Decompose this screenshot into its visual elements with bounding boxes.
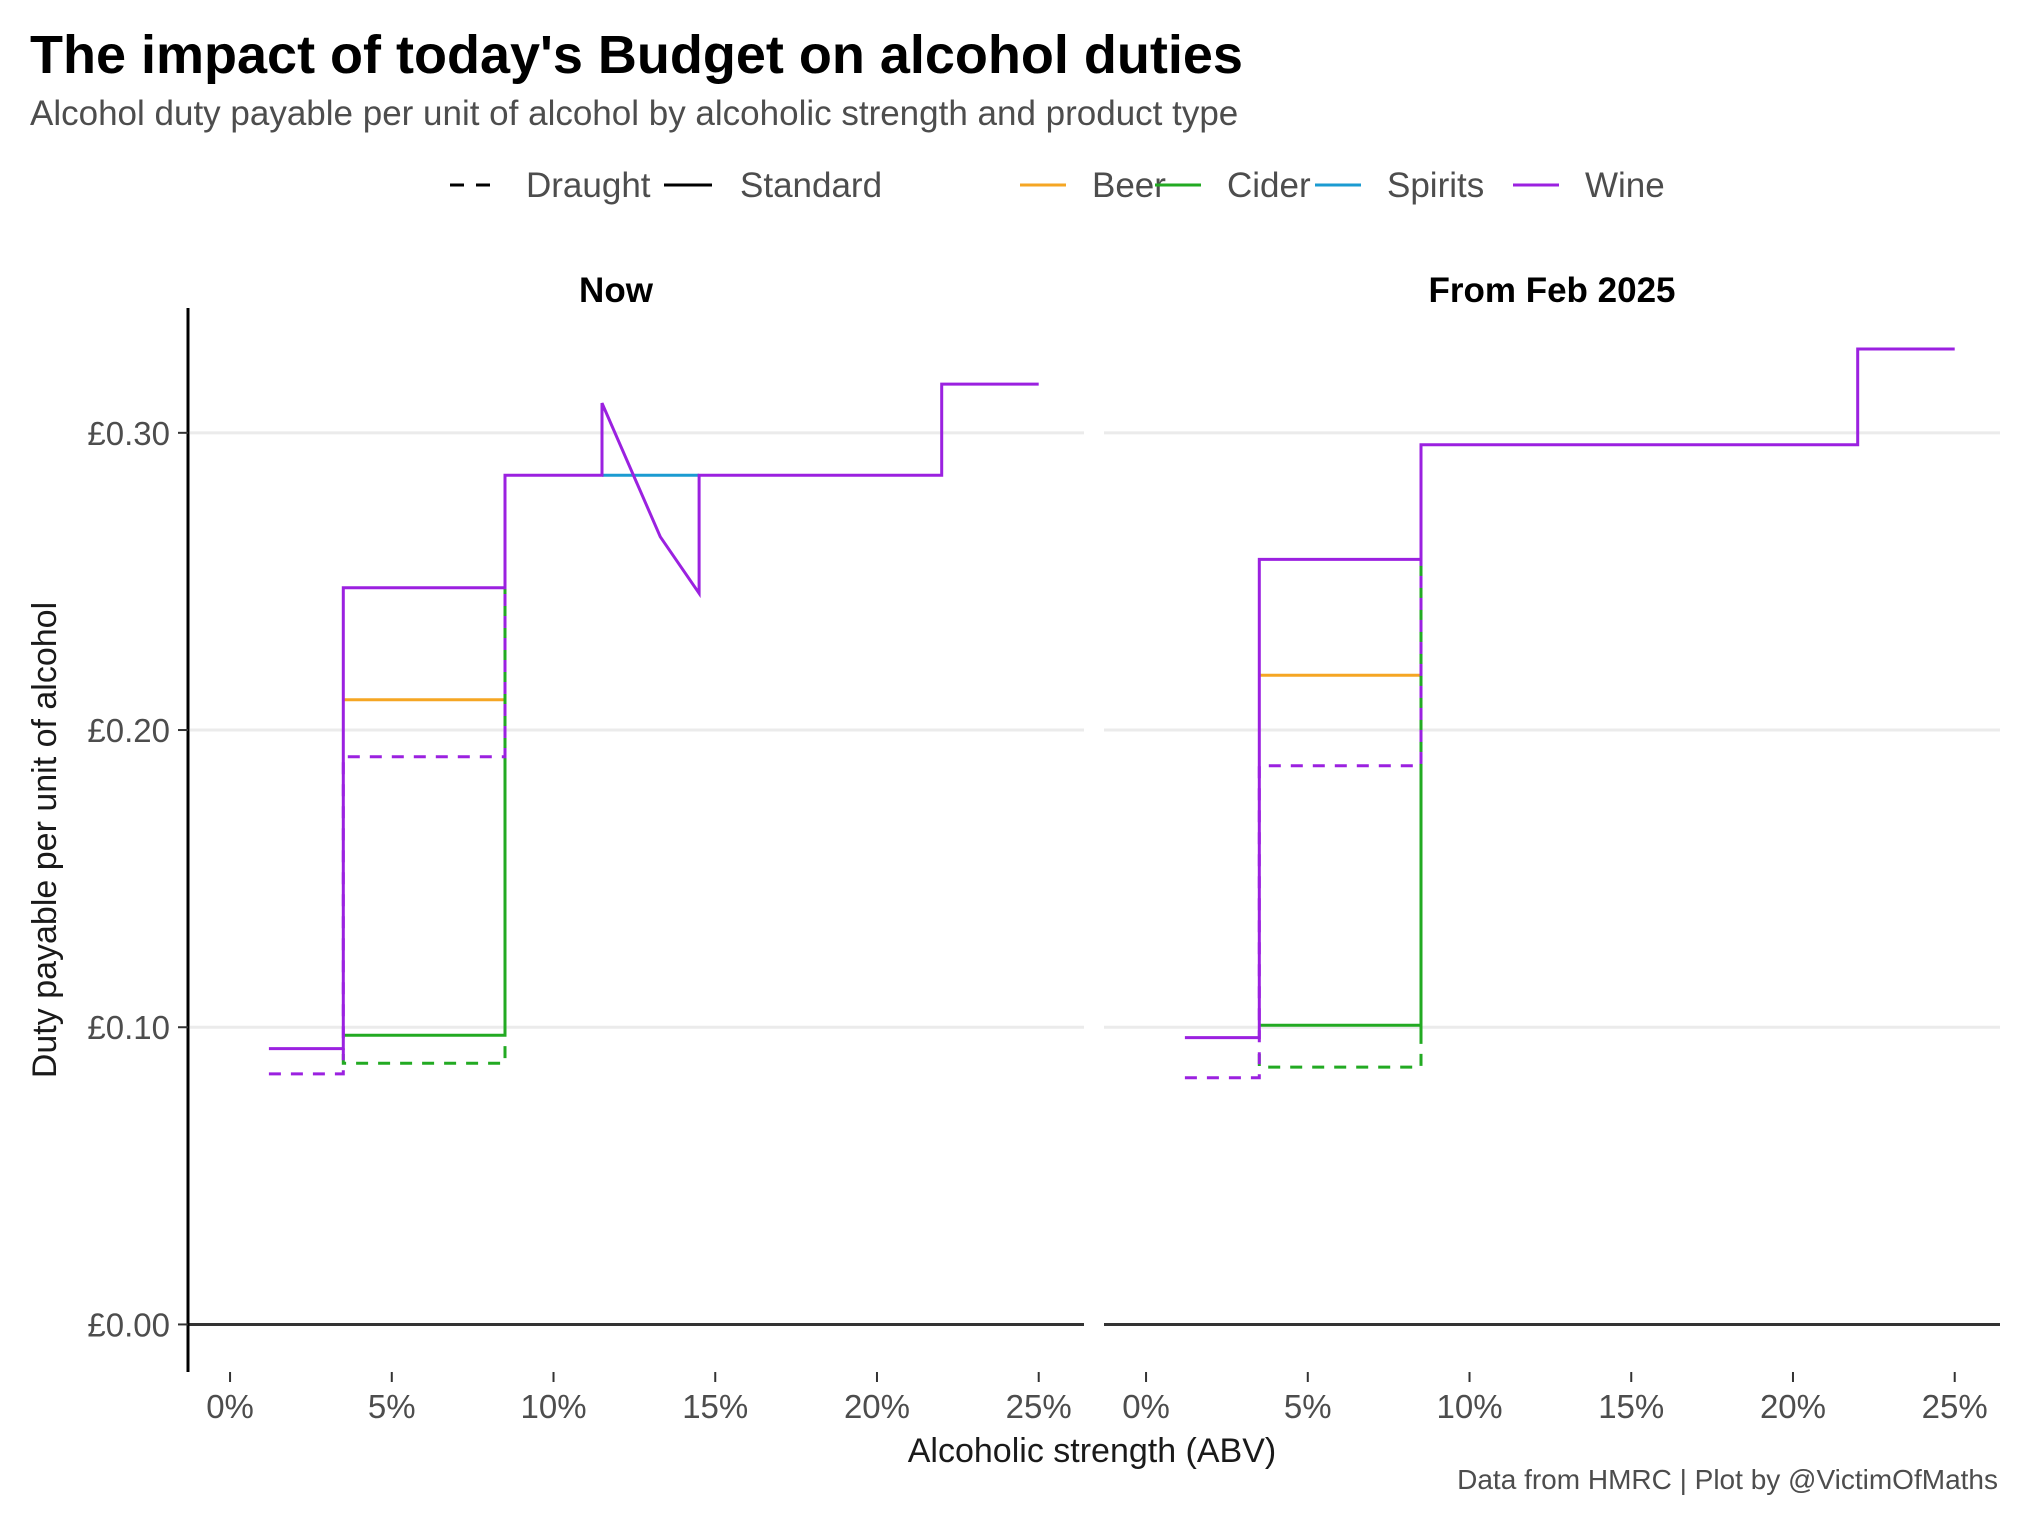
y-tick-label: £0.20 — [87, 712, 170, 749]
legend-label-standard: Standard — [740, 166, 882, 205]
legend: Draught Standard Beer Cider Spirits Wine — [450, 166, 1665, 205]
series-cider-standard — [1259, 444, 1423, 1043]
series-cider-draught — [341, 475, 507, 1065]
y-tick-label: £0.00 — [87, 1306, 170, 1343]
x-tick-label: 5% — [1284, 1388, 1332, 1425]
chart-title: The impact of today's Budget on alcohol … — [30, 25, 1243, 85]
x-tick-label: 25% — [1006, 1388, 1072, 1425]
caption: Data from HMRC | Plot by @VictimOfMaths — [1457, 1464, 1998, 1495]
x-tick-label: 25% — [1922, 1388, 1988, 1425]
x-tick-label: 20% — [1760, 1388, 1826, 1425]
y-tick-label: £0.30 — [87, 415, 170, 452]
series-wine-draught — [268, 475, 507, 1076]
panels: Now 0% 5% 10% 15% 20% 25% From Feb 2025 0% 5% 10% 1… — [188, 271, 2000, 1425]
panel-title: Now — [579, 271, 654, 310]
y-axis-ticks: £0.00 £0.10 £0.20 £0.30 — [87, 415, 188, 1343]
x-tick-label: 0% — [206, 1388, 254, 1425]
series-cider-draught — [1257, 444, 1423, 1069]
legend-label-beer: Beer — [1092, 166, 1166, 205]
series-wine-standard — [1184, 347, 1955, 1040]
panel-title: From Feb 2025 — [1428, 271, 1675, 310]
panel-1: Now 0% 5% 10% 15% 20% 25% — [188, 271, 1084, 1425]
x-tick-label: 10% — [1436, 1388, 1502, 1425]
chart-subtitle: Alcohol duty payable per unit of alcohol… — [30, 94, 1239, 133]
x-axis-label: Alcoholic strength (ABV) — [908, 1432, 1277, 1470]
x-tick-label: 15% — [1598, 1388, 1664, 1425]
legend-label-spirits: Spirits — [1387, 166, 1484, 205]
x-tick-label: 0% — [1122, 1388, 1170, 1425]
y-axis-label: Duty payable per unit of alcohol — [26, 602, 64, 1078]
legend-label-draught: Draught — [526, 166, 651, 205]
series-wine-standard — [268, 382, 1039, 1051]
x-tick-label: 10% — [520, 1388, 586, 1425]
panel-2: From Feb 2025 0% 5% 10% 15% 20% 25% — [1104, 271, 2000, 1425]
x-tick-label: 15% — [682, 1388, 748, 1425]
legend-label-wine: Wine — [1585, 166, 1665, 205]
x-tick-label: 5% — [368, 1388, 416, 1425]
x-tick-label: 20% — [844, 1388, 910, 1425]
legend-label-cider: Cider — [1227, 166, 1311, 205]
y-tick-label: £0.10 — [87, 1009, 170, 1046]
series-wine-draught — [1184, 444, 1423, 1080]
